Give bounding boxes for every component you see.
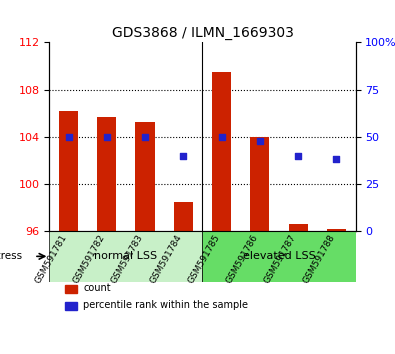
Point [218, 134, 225, 140]
Text: GSM591787: GSM591787 [263, 233, 298, 285]
Text: GSM591786: GSM591786 [224, 233, 260, 285]
Point [257, 138, 263, 143]
Point [65, 134, 71, 140]
Point [333, 157, 340, 162]
Text: count: count [83, 283, 111, 293]
Bar [65, 302, 77, 310]
Text: stress: stress [0, 251, 25, 261]
Bar [59, 111, 78, 231]
Title: GDS3868 / ILMN_1669303: GDS3868 / ILMN_1669303 [111, 26, 293, 40]
FancyBboxPatch shape [202, 231, 356, 281]
Point [295, 153, 301, 159]
Text: percentile rank within the sample: percentile rank within the sample [83, 300, 248, 310]
Text: GSM591782: GSM591782 [71, 233, 107, 285]
Text: GSM591781: GSM591781 [33, 233, 68, 285]
Bar [135, 121, 154, 231]
Bar [174, 202, 193, 231]
Text: GSM591785: GSM591785 [186, 233, 222, 285]
FancyBboxPatch shape [49, 231, 202, 281]
Text: elevated LSS: elevated LSS [243, 251, 315, 261]
Bar [327, 229, 346, 231]
Bar [250, 137, 269, 231]
Point [103, 134, 110, 140]
Text: normal LSS: normal LSS [94, 251, 158, 261]
Point [180, 153, 186, 159]
Text: GSM591783: GSM591783 [110, 233, 145, 285]
Bar [288, 224, 308, 231]
Bar [212, 72, 231, 231]
Bar [97, 117, 117, 231]
Text: GSM591788: GSM591788 [301, 233, 337, 285]
Point [142, 134, 148, 140]
Bar [65, 285, 77, 293]
Text: GSM591784: GSM591784 [148, 233, 183, 285]
